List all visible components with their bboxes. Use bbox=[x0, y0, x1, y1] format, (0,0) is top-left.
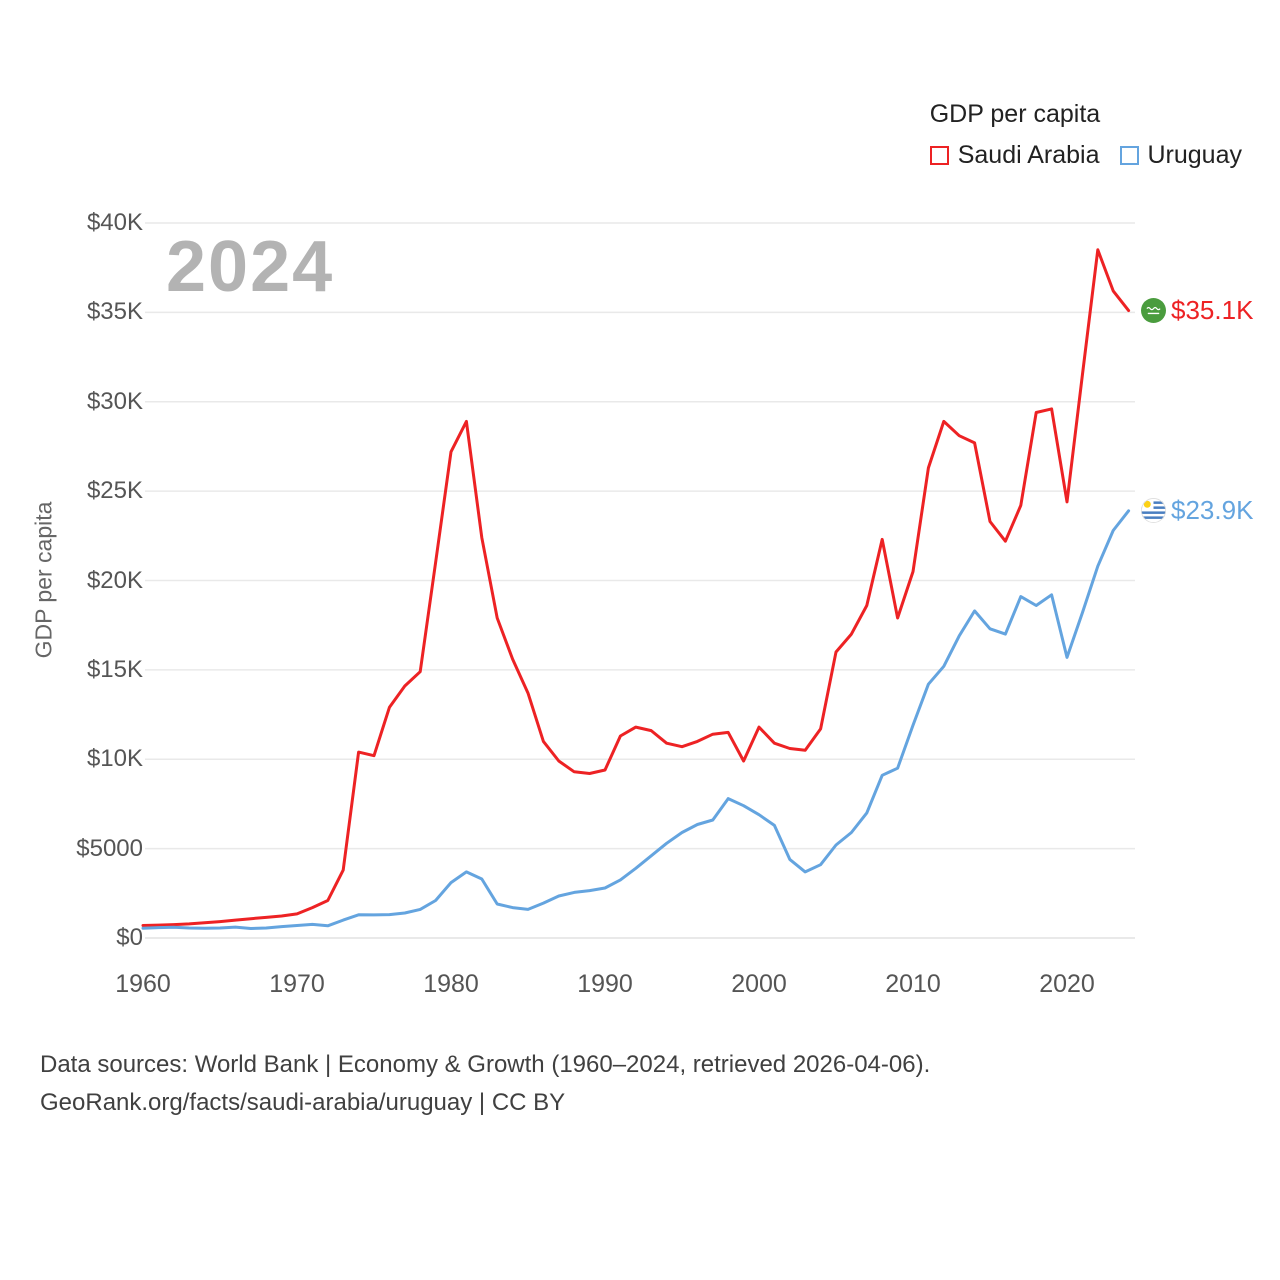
legend: GDP per capita Saudi Arabia Uruguay bbox=[929, 100, 1243, 170]
data-sources-line: Data sources: World Bank | Economy & Gro… bbox=[40, 1051, 931, 1078]
y-axis-tick-label: $10K bbox=[86, 745, 143, 773]
legend-item-saudi-arabia: Saudi Arabia bbox=[929, 141, 1100, 170]
y-axis-tick-label: $35K bbox=[86, 298, 143, 326]
legend-label-uruguay: Uruguay bbox=[1147, 141, 1243, 169]
footer: Data sources: World Bank | Economy & Gro… bbox=[40, 1046, 930, 1122]
end-value-uruguay: $23.9K bbox=[1171, 494, 1254, 525]
y-axis-tick-label: $40K bbox=[86, 209, 143, 236]
y-axis-tick-label: $5000 bbox=[76, 834, 143, 862]
y-axis-tick-label: $0 bbox=[116, 924, 143, 951]
legend-label-saudi-arabia: Saudi Arabia bbox=[957, 141, 1100, 169]
y-axis-tick-label: $30K bbox=[86, 387, 143, 415]
saudi-arabia-swatch-icon bbox=[929, 146, 949, 165]
x-axis-tick-label: 1960 bbox=[115, 970, 171, 998]
y-axis-tick-label: $15K bbox=[86, 655, 143, 683]
x-axis-tick-label: 2010 bbox=[885, 970, 941, 998]
legend-item-uruguay: Uruguay bbox=[1119, 141, 1243, 170]
x-axis-tick-label: 2000 bbox=[731, 970, 787, 998]
attribution-line: GeoRank.org/facts/saudi-arabia/uruguay |… bbox=[40, 1089, 566, 1116]
legend-items: Saudi Arabia Uruguay bbox=[929, 141, 1243, 170]
uruguay-flag-icon bbox=[1141, 497, 1166, 523]
end-label-saudi-arabia: $35.1K bbox=[1141, 295, 1253, 326]
uruguay-swatch-icon bbox=[1119, 146, 1139, 165]
y-axis-tick-label: $25K bbox=[86, 477, 143, 505]
series-line-uruguay bbox=[141, 509, 1131, 930]
end-label-uruguay: $23.9K bbox=[1141, 495, 1253, 526]
y-axis-tick-label: $20K bbox=[86, 566, 143, 594]
x-axis-tick-label: 1970 bbox=[269, 970, 325, 998]
x-axis-tick-label: 1980 bbox=[423, 970, 479, 998]
x-axis-tick-label: 1990 bbox=[577, 970, 633, 998]
series-line-saudi-arabia bbox=[141, 248, 1131, 927]
x-axis-tick-label: 2020 bbox=[1039, 970, 1095, 998]
watermark-year: 2024 bbox=[166, 227, 335, 307]
saudi-arabia-flag-icon bbox=[1141, 297, 1166, 323]
end-value-saudi-arabia: $35.1K bbox=[1171, 294, 1254, 325]
legend-title: GDP per capita bbox=[929, 100, 1101, 128]
